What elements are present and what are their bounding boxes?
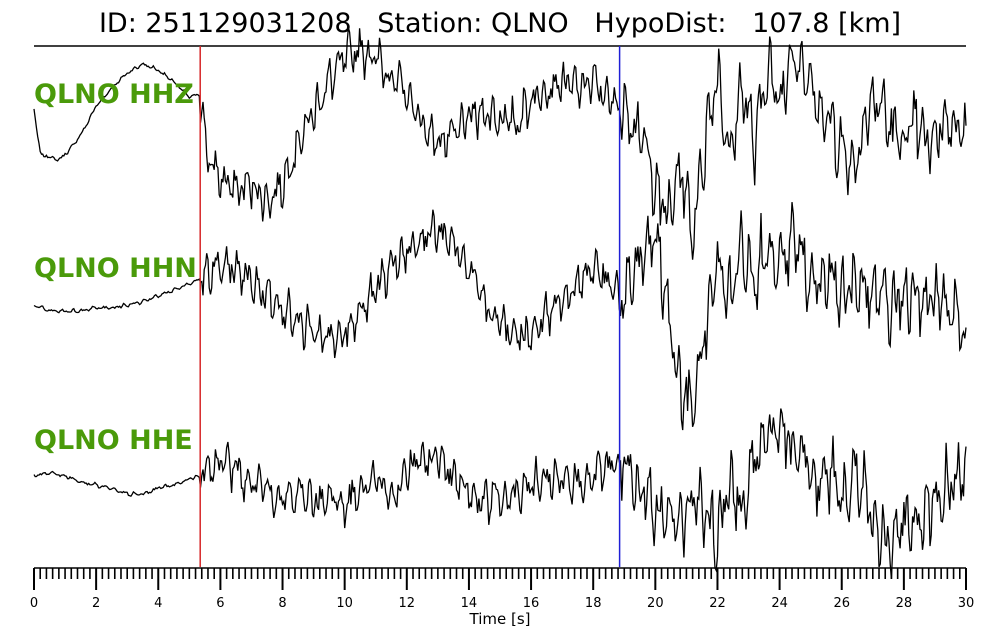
trace-label-qlno-hhe: QLNO HHE	[34, 425, 193, 456]
x-tick-label: 4	[154, 596, 162, 611]
trace-label-qlno-hhz: QLNO HHZ	[34, 79, 194, 110]
chart-title: ID: 251129031208 Station: QLNO HypoDist:…	[98, 8, 902, 39]
x-axis: 0 2 4 6 8 10 12 14 16 18 20 22 24 26 28 30	[30, 567, 975, 611]
x-tick-label: 10	[336, 596, 353, 611]
x-tick-label: 14	[461, 596, 478, 611]
trace-qlno-hhn	[33, 202, 967, 431]
x-tick-label: 16	[523, 596, 540, 611]
x-tick-label: 12	[399, 596, 416, 611]
x-tick-label: 8	[278, 596, 286, 611]
x-tick-label: 26	[833, 596, 850, 611]
x-tick-label: 24	[771, 596, 788, 611]
x-tick-label: 6	[216, 596, 224, 611]
trace-qlno-hhz	[33, 27, 967, 260]
trace-qlno-hhe	[33, 408, 967, 580]
x-tick-label: 22	[709, 596, 726, 611]
trace-label-qlno-hhn: QLNO HHN	[34, 253, 197, 284]
x-axis-label: Time [s]	[469, 610, 531, 628]
trace-labels-group: QLNO HHZ QLNO HHN QLNO HHE	[34, 79, 197, 456]
x-tick-label: 0	[30, 596, 38, 611]
traces-group	[33, 27, 967, 580]
picks-group	[199, 46, 621, 567]
x-tick-label: 30	[958, 596, 975, 611]
x-tick-label: 2	[92, 596, 100, 611]
x-tick-label: 28	[896, 596, 913, 611]
x-tick-label: 20	[647, 596, 664, 611]
x-tick-label: 18	[585, 596, 602, 611]
